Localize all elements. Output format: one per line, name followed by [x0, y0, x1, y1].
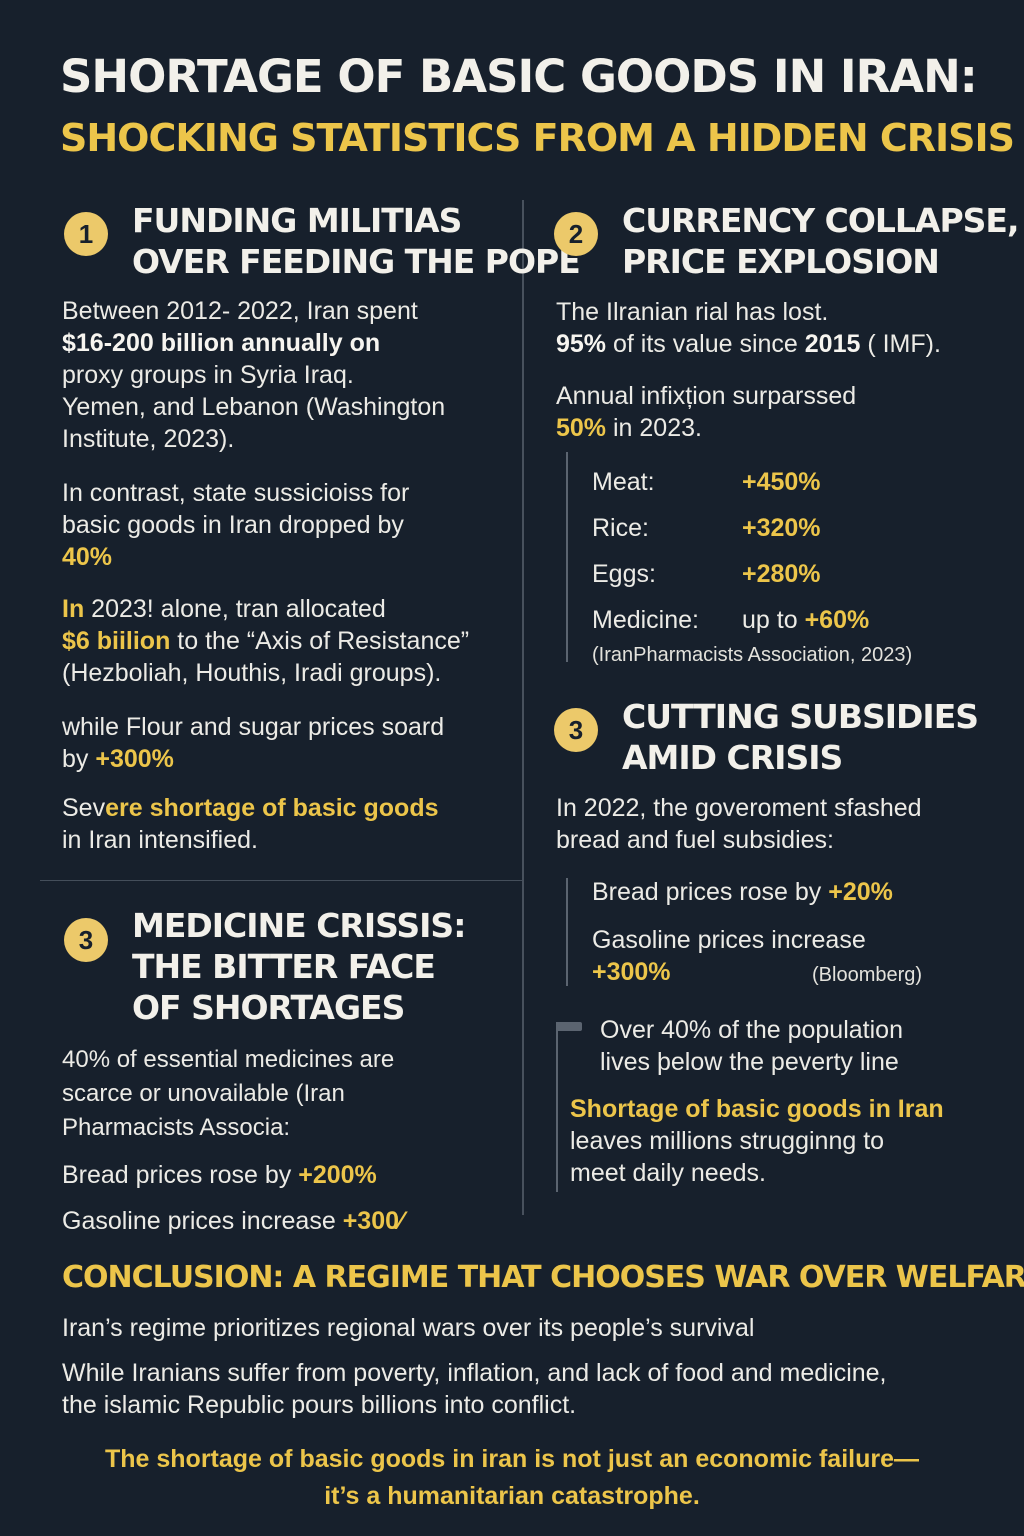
subsidy-cut-paragraph: In 2022, the goveroment sfashed bread an… — [556, 794, 922, 854]
section-number-badge: 3 — [64, 918, 108, 962]
militia-spending-paragraph: Between 2012- 2022, Iran spent $16-200 b… — [62, 297, 446, 453]
price-source: (IranPharmacists Association, 2023) — [592, 644, 913, 666]
section-number-badge: 1 — [64, 212, 108, 256]
medicine-bread-line: Bread prices rose by +200% — [62, 1161, 377, 1189]
section-heading-currency-collapse: CURRENCY COLLAPSE, PRICE EXPLOSION — [622, 201, 1019, 281]
price-row: Rice: +320% — [592, 514, 821, 542]
flour-sugar-paragraph: while Flour and sugar prices soard by +3… — [62, 713, 445, 773]
subsidies-drop-paragraph: In contrast, state sussicioiss for basic… — [62, 479, 410, 571]
rial-value-paragraph: The Ilranian rial has lost. 95% of its v… — [556, 298, 941, 358]
column-divider — [522, 200, 524, 1215]
section-number-badge: 2 — [554, 212, 598, 256]
poverty-rule — [556, 1022, 558, 1192]
price-row: Eggs: +280% — [592, 560, 821, 588]
section-number-badge: 3 — [554, 708, 598, 752]
price-increase-list: Meat: +450% Rice: +320% Eggs: +280% Medicin… — [592, 466, 972, 636]
price-row: Medicine: up to +60% — [592, 606, 870, 634]
page-subtitle: SHOCKING STATISTICS FROM A HIDDEN CRISIS — [60, 116, 1015, 160]
closing-statement: The shortage of basic goods in iran is n… — [104, 1445, 919, 1510]
bloomberg-source: (Bloomberg) — [812, 964, 923, 986]
gasoline-price-line: Gasoline prices increase +300% — [592, 926, 866, 986]
price-row: Meat: +450% — [592, 468, 821, 496]
medicine-gasoline-line: Gasoline prices increase +300⁄ — [62, 1207, 404, 1235]
subsidy-list-rule — [566, 878, 568, 986]
conclusion-heading: CONCLUSION: A REGIME THAT CHOOSES WAR OV… — [62, 1260, 1024, 1295]
conclusion-paragraph-2: While Iranians suffer from poverty, infl… — [62, 1359, 887, 1419]
medicine-scarcity-paragraph: 40% of essential medicines are scarce or… — [62, 1046, 395, 1141]
page-title: SHORTAGE OF BASIC GOODS IN IRAN: — [60, 50, 978, 103]
daily-needs-paragraph: Shortage of basic goods in Iran leaves m… — [570, 1095, 944, 1187]
section-heading-funding-militias: FUNDING MILITIAS OVER FEEDING THE POPE — [132, 201, 581, 281]
conclusion-paragraph-1: Iran’s regime prioritizes regional wars … — [62, 1314, 755, 1342]
poverty-paragraph: Over 40% of the population lives þelow t… — [600, 1016, 903, 1076]
price-list-rule — [566, 452, 568, 662]
shortage-paragraph: Severe shortage of basic goods in Iran i… — [62, 794, 439, 854]
axis-allocation-paragraph: In 2023! alone, tran allocated $6 biilio… — [62, 595, 470, 687]
inflation-paragraph: Annual infixțion surparssed 50% in 2023. — [556, 382, 857, 442]
section-heading-cutting-subsidies: CUTTING SUBSIDIES AMID CRISIS — [622, 697, 979, 777]
bread-price-line: Bread prices rose by +20% — [592, 878, 893, 906]
bullet-marker — [556, 1022, 582, 1031]
section-divider — [40, 880, 522, 881]
section-heading-medicine-crisis: MEDICINE CRISSIS: THE BITTER FACE OF SHORT… — [132, 906, 466, 1027]
